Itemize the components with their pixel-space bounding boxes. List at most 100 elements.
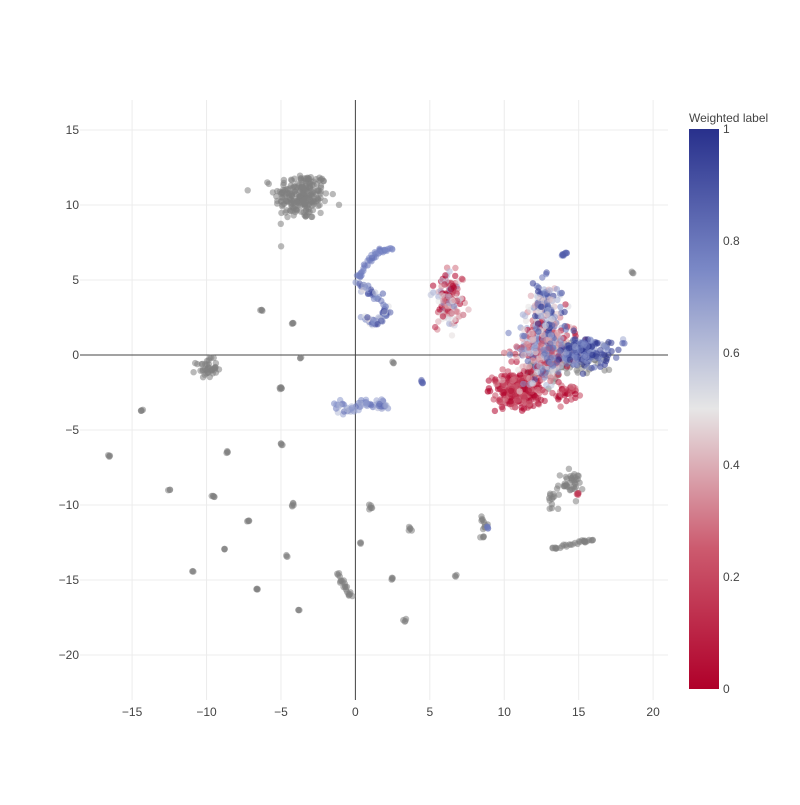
labeled-point [563,397,570,405]
labeled-point [587,336,594,343]
y-tick-label: −20 [59,648,80,662]
labeled-point [380,308,388,315]
labeled-point [537,312,545,320]
labeled-point [505,329,512,337]
x-tick-label: 0 [352,705,359,719]
labeled-point [536,356,543,364]
unlabeled-point [288,196,295,203]
labeled-point [363,400,370,407]
labeled-point [570,327,577,334]
colorbar-tick-label: 0.8 [723,234,740,248]
labeled-point [357,400,364,407]
labeled-point [535,328,542,335]
unlabeled-point [402,615,410,623]
unlabeled-point [306,208,313,216]
labeled-point [532,394,540,401]
labeled-point [527,350,534,357]
labeled-point [376,249,383,256]
labeled-point [438,283,445,290]
labeled-point [529,330,536,338]
unlabeled-point [308,213,316,220]
colorbar-tick-label: 0.4 [723,458,740,472]
y-tick-label: 5 [72,273,79,287]
labeled-point [372,289,379,296]
labeled-point [529,280,537,287]
labeled-point [534,320,542,327]
unlabeled-point [575,538,583,545]
y-tick-label: −5 [65,423,79,437]
labeled-point [565,345,573,352]
labeled-point [577,339,584,346]
labeled-point [579,370,587,377]
labeled-point [419,379,426,386]
unlabeled-point [301,175,308,182]
labeled-point [541,389,549,396]
unlabeled-point [556,472,563,479]
labeled-point [557,303,564,311]
labeled-point [500,349,508,356]
labeled-point [499,377,506,384]
unlabeled-point [293,199,300,206]
unlabeled-point [388,576,395,583]
x-tick-label: −10 [196,705,217,719]
unlabeled-point [138,407,145,414]
labeled-point [566,356,574,363]
labeled-point [522,317,530,325]
labeled-point [520,351,527,359]
labeled-point [525,387,532,394]
unlabeled-point [573,367,580,374]
unlabeled-point [276,385,284,393]
y-tick-label: −10 [59,498,80,512]
x-axis-ticks: −15 −10 −5 0 5 10 15 20 [122,705,660,719]
labeled-point [445,293,452,300]
unlabeled-point [305,194,312,202]
labeled-point [376,400,383,408]
scatter-points [105,172,637,625]
unlabeled-point [581,539,589,546]
labeled-point [549,389,556,397]
unlabeled-point [308,202,316,209]
labeled-point [550,354,557,362]
x-tick-label: 5 [426,705,433,719]
unlabeled-point [212,369,220,376]
unlabeled-point [166,486,174,493]
labeled-point [515,366,522,374]
y-tick-label: 0 [72,348,79,362]
labeled-point [429,282,437,289]
labeled-point [364,314,371,321]
labeled-point [513,355,520,362]
labeled-point [543,269,550,276]
labeled-point [584,363,591,371]
labeled-point [520,380,527,388]
unlabeled-point [335,201,343,208]
colorbar-tick-label: 0 [723,682,730,696]
labeled-point [562,326,569,333]
unlabeled-point [329,190,336,198]
labeled-point [621,340,628,347]
unlabeled-point [335,571,342,579]
unlabeled-point [314,196,322,203]
labeled-point [573,354,580,361]
unlabeled-point [317,209,324,217]
unlabeled-point [343,588,351,596]
labeled-point [558,341,565,348]
unlabeled-point [244,187,251,194]
unlabeled-point [258,306,265,314]
unlabeled-point [312,175,320,183]
unlabeled-point [478,515,486,523]
labeled-point [491,377,499,384]
labeled-point [526,400,533,407]
labeled-point [571,336,579,343]
labeled-point [440,297,447,304]
labeled-point [506,351,514,358]
unlabeled-point [560,483,568,490]
unlabeled-point [289,503,296,510]
unlabeled-point [555,482,562,489]
labeled-point [516,388,523,395]
labeled-point [538,303,545,310]
unlabeled-point [283,197,290,205]
labeled-point [613,354,620,361]
unlabeled-point [105,452,112,459]
labeled-point [490,396,497,403]
